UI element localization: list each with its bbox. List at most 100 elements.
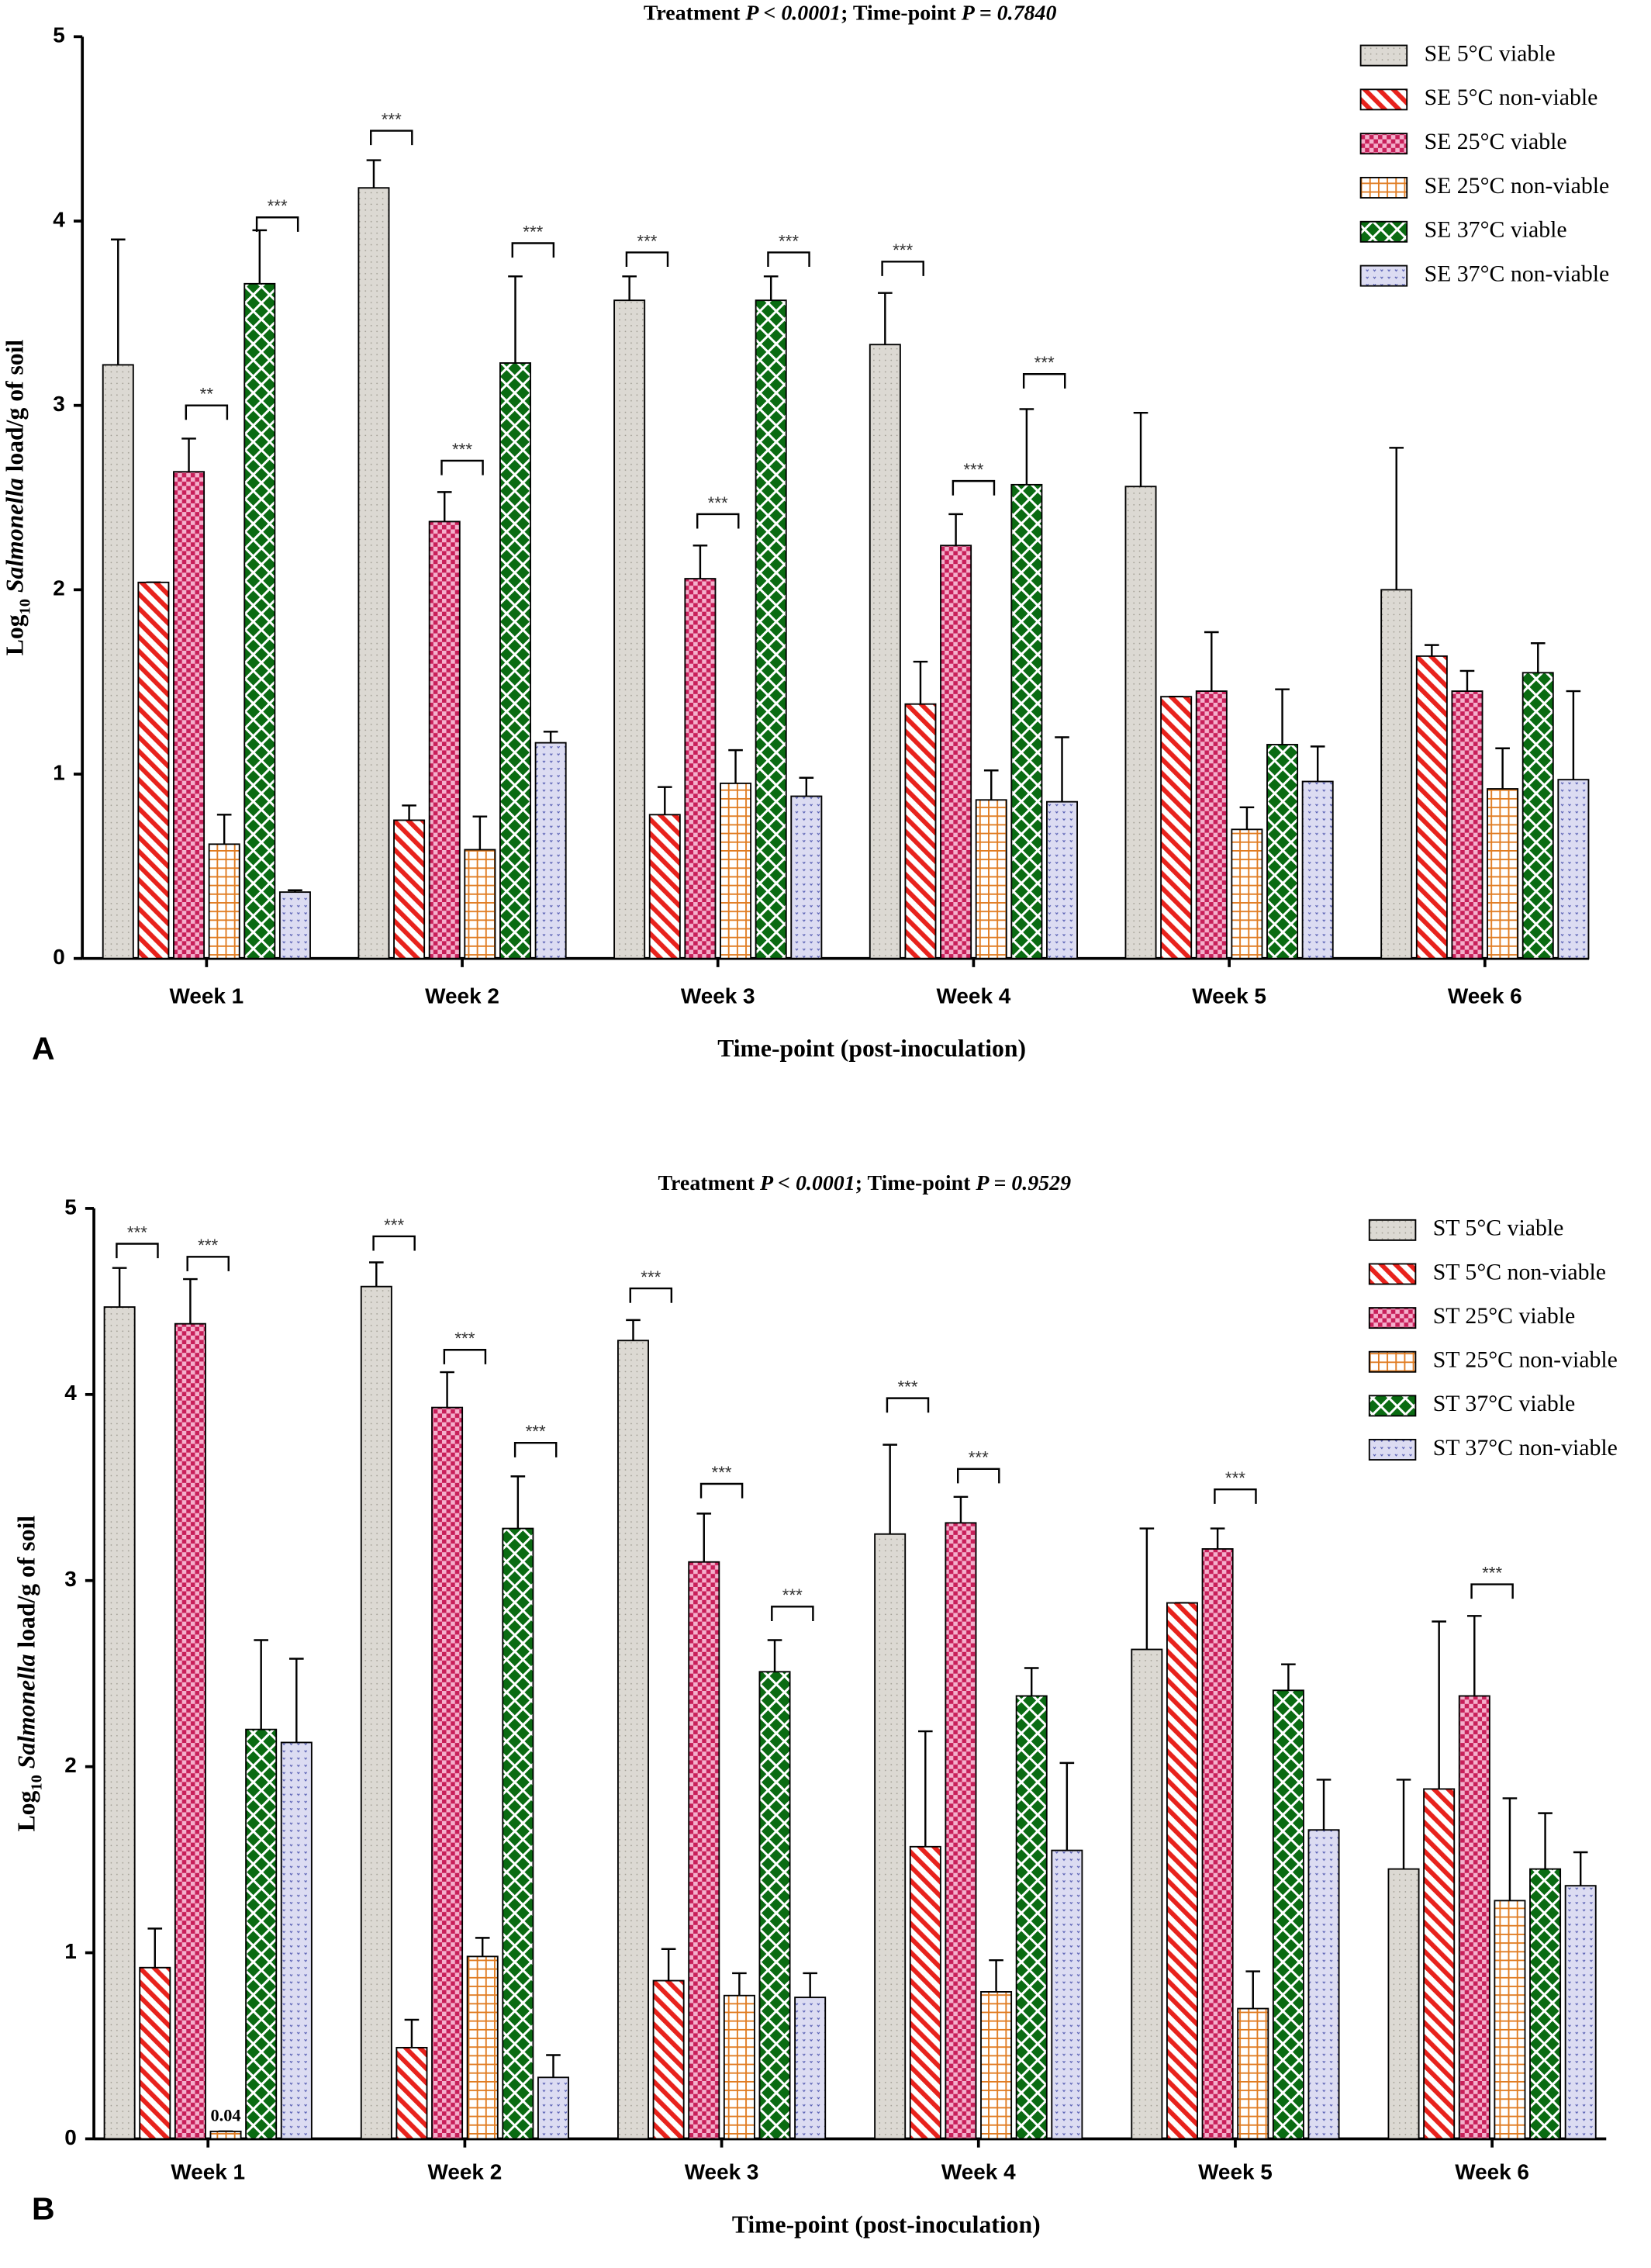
error-bar: [147, 1927, 163, 1968]
error-bar: [799, 776, 814, 797]
x-tick-label: Week 3: [685, 2160, 759, 2184]
error-bar: [622, 275, 637, 301]
bar: [245, 1728, 278, 2140]
error-bar: [1133, 411, 1148, 487]
error-bar: [1239, 806, 1255, 830]
y-label-part: Salmonella: [13, 1654, 40, 1768]
x-tick-label: Week 4: [937, 984, 1011, 1008]
bar: [1237, 2007, 1269, 2140]
error-bar: [112, 1267, 127, 1308]
error-bar: [216, 814, 232, 845]
bar: [1451, 690, 1483, 959]
chart-title: Treatment P < 0.0001; Time-point P = 0.9…: [658, 1172, 1071, 1196]
title-part: P < 0.0001: [744, 2, 841, 26]
error-bar: [366, 159, 382, 188]
bar: [909, 1845, 941, 2140]
error-bar: [440, 1371, 454, 1408]
bar: [869, 344, 901, 959]
significance-bracket: [699, 1482, 744, 1499]
bar: [720, 782, 752, 959]
chart-title: Treatment P < 0.0001; Time-point P = 0.7…: [644, 2, 1057, 26]
legend-label: ST 5°C non-viable: [1433, 1259, 1606, 1284]
significance-label: ***: [127, 1222, 147, 1242]
error-bar: [1019, 408, 1034, 485]
bar: [139, 1966, 171, 2140]
error-bar: [404, 2018, 420, 2048]
error-bar: [882, 1443, 897, 1534]
bar: [1272, 1689, 1304, 2140]
error-bar: [1432, 1620, 1446, 1789]
error-bar: [1210, 1527, 1225, 1549]
x-tick-label: Week 5: [1192, 984, 1266, 1008]
significance-bracket: [513, 1441, 558, 1457]
significance-bracket: [696, 513, 740, 529]
error-bar: [402, 804, 416, 821]
error-bar: [546, 2054, 561, 2078]
bar: [980, 1991, 1013, 2140]
error-bar: [983, 769, 999, 800]
error-bar: [661, 1948, 676, 1981]
bar: [393, 819, 426, 959]
y-label-part: 10: [28, 1775, 45, 1790]
y-tick-label: 1: [64, 1939, 77, 1963]
legend-swatch: [1359, 133, 1408, 155]
significance-label: ***: [712, 1463, 732, 1482]
bar: [1387, 1868, 1420, 2140]
error-bar: [657, 786, 672, 815]
error-bar: [767, 1639, 782, 1672]
bar: [1521, 672, 1554, 959]
x-tick-label: Week 6: [1448, 984, 1522, 1008]
significance-label: ***: [1482, 1563, 1502, 1582]
legend-swatch: [1368, 1350, 1417, 1373]
x-tick-label: Week 5: [1198, 2160, 1273, 2184]
error-bar: [878, 292, 893, 345]
error-bar: [1281, 1663, 1296, 1691]
error-bar: [728, 749, 743, 783]
significance-label: ***: [641, 1267, 661, 1287]
significance-bracket: [1470, 1583, 1514, 1599]
bar: [174, 1322, 206, 2140]
significance-label: ***: [198, 1236, 218, 1255]
significance-label: ***: [384, 1215, 404, 1235]
y-tick-label: 2: [64, 1753, 77, 1777]
error-bar: [475, 1937, 490, 1957]
error-bar: [1055, 736, 1069, 802]
panel-label: B: [32, 2190, 55, 2226]
bar: [1051, 1849, 1083, 2140]
y-tick-label: 5: [53, 23, 65, 47]
error-bar: [1573, 1851, 1588, 1886]
error-bar: [1316, 1779, 1332, 1831]
bar: [1266, 744, 1299, 959]
y-label-part: [2, 593, 29, 599]
bar: [758, 1671, 791, 2140]
bar: [1010, 483, 1043, 959]
error-bar: [1059, 1762, 1075, 1851]
legend-swatch: [1359, 220, 1408, 243]
bar: [648, 814, 681, 959]
title-part: P = 0.9529: [975, 1172, 1071, 1196]
legend-swatch: [1359, 44, 1408, 67]
y-label-part: load/g of soil: [2, 340, 29, 479]
bar: [1124, 486, 1157, 959]
error-bar: [1139, 1527, 1155, 1650]
bar: [464, 849, 496, 959]
significance-label: ***: [454, 1329, 475, 1348]
bar: [280, 1741, 313, 2140]
bar: [1015, 1695, 1048, 2140]
bar: [1046, 800, 1078, 959]
bar: [975, 799, 1007, 959]
significance-label: ***: [779, 231, 799, 251]
significance-bracket: [511, 242, 555, 258]
legend-swatch: [1368, 1219, 1417, 1241]
significance-label: ***: [382, 109, 402, 129]
bar: [357, 187, 390, 959]
bar: [1380, 589, 1413, 959]
bar: [1301, 780, 1334, 959]
title-part: Treatment: [644, 2, 746, 26]
bar: [1201, 1548, 1234, 2140]
title-part: ; Time-point: [855, 1172, 976, 1196]
significance-label: ***: [1225, 1468, 1245, 1488]
bar: [137, 581, 170, 959]
bar: [534, 742, 567, 959]
